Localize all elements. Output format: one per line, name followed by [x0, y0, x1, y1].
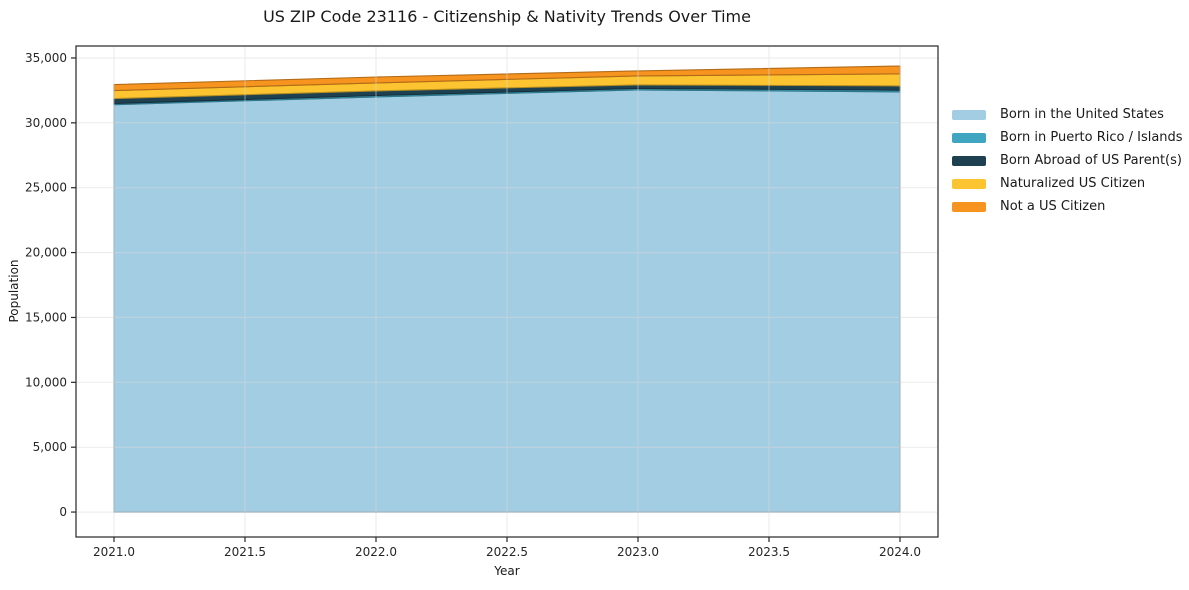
x-tick-label: 2023.5 — [748, 545, 790, 559]
legend-label: Naturalized US Citizen — [1000, 176, 1146, 191]
y-tick-label: 30,000 — [25, 116, 67, 130]
legend-item-born-in-the-united-states: Born in the United States — [952, 103, 1183, 126]
legend-swatch-icon — [952, 132, 986, 143]
legend-item-naturalized-us-citizen: Naturalized US Citizen — [952, 172, 1183, 195]
y-tick-label: 10,000 — [25, 375, 67, 389]
legend-item-not-a-us-citizen: Not a US Citizen — [952, 195, 1183, 218]
x-tick-label: 2022.5 — [486, 545, 528, 559]
legend-label: Born in Puerto Rico / Islands — [1000, 130, 1183, 145]
legend-label: Born Abroad of US Parent(s) — [1000, 153, 1182, 168]
x-tick-label: 2021.0 — [93, 545, 135, 559]
x-tick-label: 2023.0 — [617, 545, 659, 559]
legend-item-born-in-puerto-rico-islands: Born in Puerto Rico / Islands — [952, 126, 1183, 149]
y-tick-label: 15,000 — [25, 310, 67, 324]
x-tick-label: 2024.0 — [879, 545, 921, 559]
chart-title: US ZIP Code 23116 - Citizenship & Nativi… — [263, 7, 751, 26]
chart-legend: Born in the United States Born in Puerto … — [952, 103, 1183, 218]
x-tick-label: 2021.5 — [224, 545, 266, 559]
y-tick-label: 35,000 — [25, 51, 67, 65]
legend-swatch-icon — [952, 178, 986, 189]
legend-item-born-abroad-of-us-parent-s: Born Abroad of US Parent(s) — [952, 149, 1183, 172]
legend-swatch-icon — [952, 109, 986, 120]
y-tick-label: 20,000 — [25, 246, 67, 260]
gridlines — [77, 47, 937, 536]
axis-ticks: 0 5,000 10,000 15,000 20,000 25,000 30,000 35,0… — [25, 51, 921, 559]
x-tick-label: 2022.0 — [355, 545, 397, 559]
x-axis-title: Year — [494, 564, 520, 578]
legend-swatch-icon — [952, 201, 986, 212]
legend-label: Born in the United States — [1000, 107, 1164, 122]
y-axis-title: Population — [7, 259, 21, 323]
y-tick-label: 0 — [59, 505, 67, 519]
legend-swatch-icon — [952, 155, 986, 166]
legend-label: Not a US Citizen — [1000, 199, 1106, 214]
y-tick-label: 25,000 — [25, 181, 67, 195]
y-tick-label: 5,000 — [33, 440, 67, 454]
